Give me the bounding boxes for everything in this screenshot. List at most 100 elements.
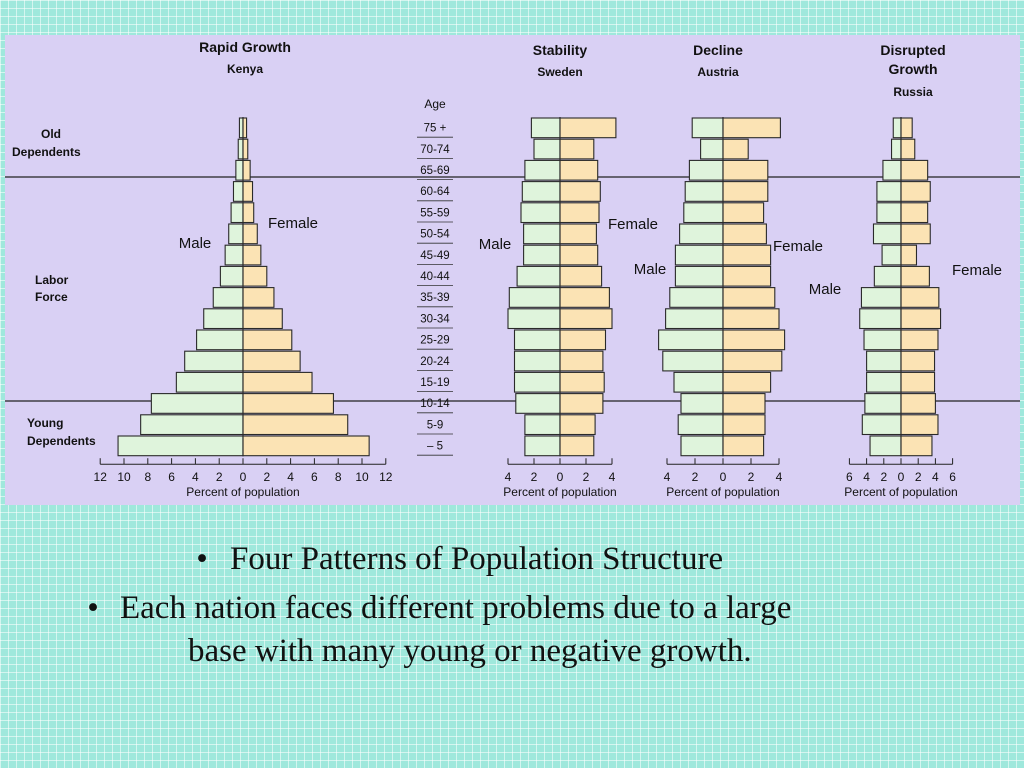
male-bar [872, 223, 902, 245]
male-bar [691, 117, 724, 139]
male-bar [876, 202, 902, 224]
chart-subtitle: Russia [893, 85, 933, 99]
male-label: Male [179, 235, 212, 252]
male-bar [677, 414, 724, 436]
male-bar [679, 223, 724, 245]
bullet-item: • Each nation faces different problems d… [70, 587, 970, 673]
female-bar [242, 223, 258, 245]
male-bar [523, 223, 561, 245]
female-bar [900, 393, 936, 414]
female-bar [242, 414, 349, 436]
female-bar [242, 265, 268, 287]
female-label: Female [608, 216, 658, 233]
female-bar [722, 308, 780, 330]
bullet-text-line: base with many young or negative growth. [188, 633, 752, 669]
male-bar [140, 414, 244, 436]
chart-subtitle: Sweden [537, 65, 582, 79]
male-bar [700, 138, 724, 160]
x-tick-label: 4 [664, 470, 671, 484]
female-bar [559, 350, 604, 372]
female-bar [722, 117, 781, 139]
female-bar [242, 435, 370, 457]
female-bar [242, 138, 249, 160]
age-label: 60-64 [420, 186, 450, 198]
x-tick-label: 8 [335, 470, 342, 484]
x-tick-label: 4 [505, 470, 512, 484]
x-tick-label: 8 [144, 470, 151, 484]
male-bar [680, 393, 724, 414]
female-bar [900, 329, 939, 351]
x-tick-label: 4 [932, 470, 939, 484]
female-bar [559, 435, 595, 457]
male-bar [513, 329, 561, 351]
age-label: 40-44 [420, 271, 450, 283]
female-bar [559, 202, 600, 224]
male-bar [228, 223, 244, 245]
x-tick-label: 2 [216, 470, 223, 484]
female-bar [559, 287, 610, 308]
female-bar [242, 350, 301, 372]
female-bar [242, 371, 313, 393]
male-bar [515, 393, 561, 414]
female-bar [900, 435, 933, 457]
male-bar [521, 181, 561, 202]
female-bar [900, 287, 940, 308]
age-label: – 5 [427, 441, 443, 453]
female-bar [242, 159, 251, 181]
female-bar [722, 435, 765, 457]
female-bar [559, 223, 597, 245]
x-tick-label: 4 [609, 470, 616, 484]
age-label: 30-34 [420, 313, 450, 325]
female-bar [900, 414, 939, 436]
female-bar [559, 244, 599, 266]
age-label: 75 + [424, 123, 447, 135]
side-label-labor: Labor [35, 273, 69, 287]
side-label-young: Young [27, 416, 63, 430]
male-bar [520, 202, 561, 224]
female-bar [900, 350, 936, 372]
bullet-dot: • [87, 590, 99, 626]
male-label: Male [809, 281, 842, 298]
age-label: 35-39 [420, 292, 449, 304]
male-bar [658, 329, 724, 351]
female-label: Female [773, 238, 823, 255]
x-tick-label: 2 [748, 470, 755, 484]
male-bar [150, 393, 244, 414]
male-bar [688, 159, 724, 181]
x-tick-label: 0 [557, 470, 564, 484]
x-tick-label: 6 [168, 470, 175, 484]
x-axis-label: Percent of population [186, 485, 299, 499]
female-bar [722, 393, 766, 414]
x-tick-label: 6 [846, 470, 853, 484]
female-bar [559, 117, 617, 139]
age-label: 25-29 [420, 335, 449, 347]
female-bar [559, 393, 604, 414]
bullet-text: Four Patterns of Population Structure [230, 541, 724, 577]
male-bar [516, 265, 561, 287]
male-bar [890, 138, 902, 160]
male-bar [212, 287, 244, 308]
x-tick-label: 0 [898, 470, 905, 484]
female-bar [242, 244, 262, 266]
x-tick-label: 12 [379, 470, 393, 484]
female-bar [900, 371, 936, 393]
male-bar [881, 244, 902, 266]
age-label: 55-59 [420, 207, 449, 219]
x-axis-label: Percent of population [503, 485, 616, 499]
male-bar [873, 265, 902, 287]
age-label: 10-14 [420, 398, 450, 410]
x-tick-label: 10 [117, 470, 131, 484]
x-tick-label: 2 [583, 470, 590, 484]
female-bar [900, 159, 929, 181]
pyramids-svg: Old Dependents Labor Force Young Dependents Ag… [5, 39, 1020, 499]
male-bar [507, 308, 561, 330]
female-bar [242, 329, 293, 351]
male-bar [892, 117, 902, 139]
female-bar [722, 244, 772, 266]
female-bar [722, 350, 783, 372]
male-bar [530, 117, 561, 139]
female-bar [242, 393, 334, 414]
male-bar [869, 435, 902, 457]
male-bar [864, 393, 902, 414]
male-bar [673, 371, 724, 393]
